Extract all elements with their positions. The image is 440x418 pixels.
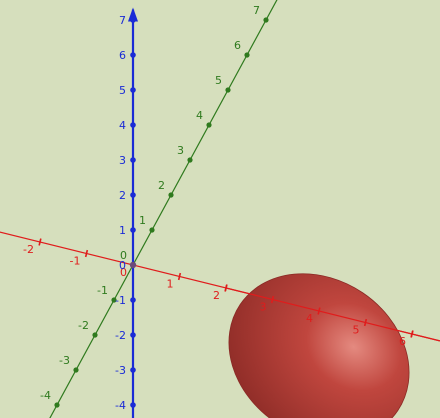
y-tick-mark [149, 227, 155, 233]
y-tick-label: -1 [97, 284, 108, 297]
x-tick-label: 1 [167, 278, 174, 291]
x-tick-label: -2 [23, 243, 34, 256]
z-tick-mark [130, 402, 136, 408]
y-tick-label: 3 [177, 144, 184, 157]
y-axis-line [49, 0, 278, 418]
x-tick-label: 0 [120, 266, 127, 279]
x-tick-label: -1 [70, 255, 81, 268]
x-tick-label: 2 [213, 289, 220, 302]
z-tick-label: 4 [119, 119, 126, 132]
x-tick-mark [224, 284, 228, 292]
z-tick-mark [130, 367, 136, 373]
x-axis-line-front [225, 287, 440, 342]
z-tick-mark [130, 332, 136, 338]
y-tick-label: 6 [234, 39, 241, 52]
x-tick-mark [38, 238, 42, 246]
z-tick-mark [130, 122, 136, 128]
z-tick-label: 0 [119, 259, 126, 272]
y-tick-mark [206, 122, 212, 128]
y-tick-label: -2 [78, 319, 89, 332]
z-tick-label: -1 [115, 294, 126, 307]
z-tick-label: 3 [119, 154, 126, 167]
y-tick-mark [263, 17, 269, 23]
x-tick-label: 3 [260, 301, 267, 314]
z-tick-label: -4 [115, 399, 126, 412]
y-tick-label: 4 [196, 109, 203, 122]
y-tick-mark [92, 332, 98, 338]
x-tick-label: 4 [306, 312, 313, 325]
z-tick-mark [130, 52, 136, 58]
y-tick-label: -4 [40, 389, 51, 402]
x-tick-mark [363, 318, 368, 327]
z-tick-mark [130, 157, 136, 163]
y-tick-label: 7 [253, 4, 260, 17]
x-tick-mark [84, 249, 89, 258]
y-tick-mark [168, 192, 174, 198]
z-tick-mark [130, 297, 136, 303]
ellipsoid-surface [228, 273, 410, 418]
z-tick-label: 5 [119, 84, 126, 97]
z-tick-label: -2 [115, 329, 126, 342]
z-tick-label: 1 [119, 224, 126, 237]
y-tick-mark [244, 52, 250, 58]
y-tick-mark [54, 402, 60, 408]
z-tick-mark [130, 87, 136, 93]
origin-point [129, 261, 137, 269]
y-tick-label: 0 [120, 249, 127, 262]
x-tick-mark [317, 307, 321, 315]
z-tick-label: -3 [115, 364, 126, 377]
x-tick-label: 5 [353, 324, 360, 337]
y-tick-mark [111, 297, 117, 303]
z-tick-mark [130, 192, 136, 198]
y-tick-label: 2 [158, 179, 165, 192]
y-tick-label: 1 [139, 214, 146, 227]
y-tick-mark [73, 367, 79, 373]
y-tick-mark [187, 157, 193, 163]
z-tick-label: 6 [119, 49, 126, 62]
y-tick-label: -3 [59, 354, 70, 367]
z-tick-mark [130, 227, 136, 233]
y-tick-mark [225, 87, 231, 93]
z-axis-arrow [128, 7, 138, 22]
x-tick-mark [410, 330, 414, 338]
x-tick-mark [270, 295, 275, 304]
z-tick-label: 2 [119, 189, 126, 202]
z-tick-mark [130, 17, 136, 23]
x-tick-mark [177, 272, 182, 281]
y-tick-label: 5 [215, 74, 222, 87]
x-tick-label: 6 [399, 335, 406, 348]
ellipsoid [228, 273, 410, 418]
z-tick-label: 7 [119, 14, 126, 27]
